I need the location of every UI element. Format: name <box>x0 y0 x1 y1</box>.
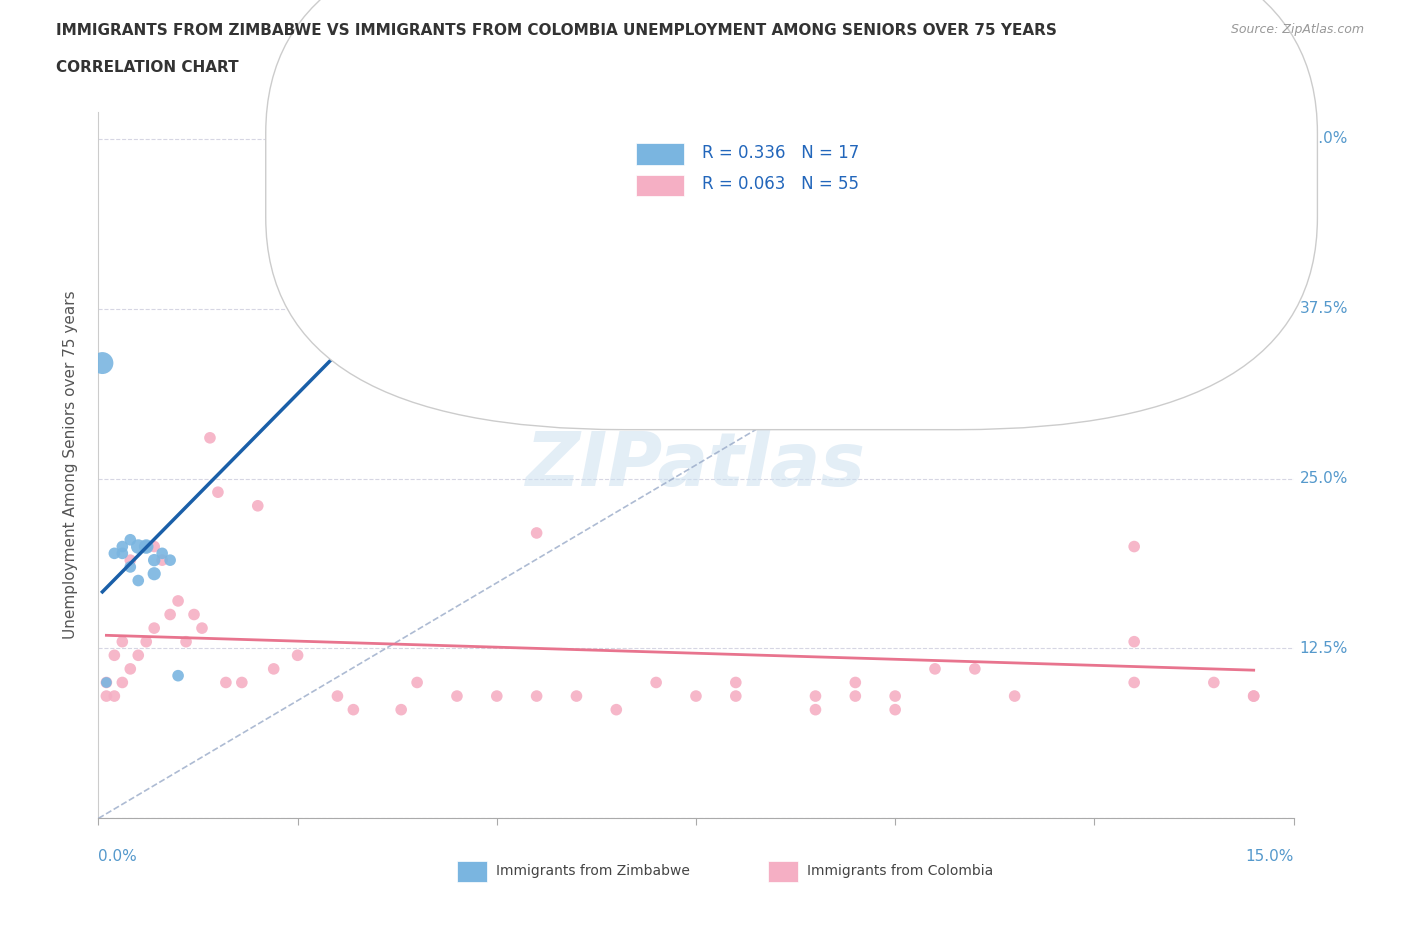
Text: 12.5%: 12.5% <box>1299 641 1348 656</box>
Point <box>1202 675 1225 690</box>
Point <box>406 675 429 690</box>
Text: ZIPatlas: ZIPatlas <box>526 429 866 501</box>
Point <box>103 688 125 703</box>
Point <box>844 688 866 703</box>
Point <box>159 607 181 622</box>
Text: 15.0%: 15.0% <box>1246 849 1294 864</box>
Text: Immigrants from Zimbabwe: Immigrants from Zimbabwe <box>496 864 690 879</box>
Text: Immigrants from Colombia: Immigrants from Colombia <box>807 864 994 879</box>
Point <box>215 675 238 690</box>
Text: Source: ZipAtlas.com: Source: ZipAtlas.com <box>1230 23 1364 36</box>
Point <box>605 702 627 717</box>
Point <box>446 688 468 703</box>
Point <box>246 498 269 513</box>
Point <box>96 688 118 703</box>
Bar <box>768 861 797 882</box>
Text: 25.0%: 25.0% <box>1299 472 1348 486</box>
Point <box>804 702 827 717</box>
Point <box>326 688 349 703</box>
Point <box>120 532 142 547</box>
Point <box>231 675 253 690</box>
Point <box>884 702 907 717</box>
FancyBboxPatch shape <box>266 0 1317 430</box>
Point <box>143 566 166 581</box>
Point <box>724 675 747 690</box>
Point <box>342 702 364 717</box>
Text: R = 0.063   N = 55: R = 0.063 N = 55 <box>702 176 859 193</box>
Point <box>120 661 142 676</box>
Point <box>565 688 588 703</box>
Bar <box>457 861 486 882</box>
Point <box>191 620 214 635</box>
Point <box>135 539 157 554</box>
Point <box>143 552 166 567</box>
Point <box>103 546 125 561</box>
Point <box>645 675 668 690</box>
Point <box>1243 688 1265 703</box>
Point <box>526 688 548 703</box>
Point <box>159 552 181 567</box>
Point <box>685 688 707 703</box>
Point <box>1043 322 1066 337</box>
Point <box>198 431 221 445</box>
Point <box>150 546 173 561</box>
Point <box>135 539 157 554</box>
Text: 37.5%: 37.5% <box>1299 301 1348 316</box>
Point <box>127 573 149 588</box>
Point <box>844 675 866 690</box>
Bar <box>637 143 685 165</box>
Point <box>1243 688 1265 703</box>
Point <box>389 702 412 717</box>
Point <box>804 688 827 703</box>
Point <box>1004 688 1026 703</box>
Point <box>263 661 285 676</box>
Point <box>1123 634 1146 649</box>
Point <box>207 485 229 499</box>
Point <box>111 675 134 690</box>
Bar <box>637 175 685 196</box>
Point <box>183 607 205 622</box>
Y-axis label: Unemployment Among Seniors over 75 years: Unemployment Among Seniors over 75 years <box>63 291 77 639</box>
Point <box>120 552 142 567</box>
Point <box>174 634 197 649</box>
Text: R = 0.336   N = 17: R = 0.336 N = 17 <box>702 143 859 162</box>
Point <box>127 648 149 663</box>
Point <box>96 675 118 690</box>
Point <box>111 634 134 649</box>
Point <box>167 593 190 608</box>
Point <box>1123 675 1146 690</box>
Point <box>150 552 173 567</box>
Point <box>111 539 134 554</box>
Text: 0.0%: 0.0% <box>98 849 138 864</box>
Point <box>526 525 548 540</box>
Point <box>143 539 166 554</box>
Point <box>287 648 309 663</box>
Point <box>167 669 190 684</box>
Point <box>103 648 125 663</box>
Point <box>924 661 946 676</box>
Text: IMMIGRANTS FROM ZIMBABWE VS IMMIGRANTS FROM COLOMBIA UNEMPLOYMENT AMONG SENIORS : IMMIGRANTS FROM ZIMBABWE VS IMMIGRANTS F… <box>56 23 1057 38</box>
Point <box>485 688 508 703</box>
Text: CORRELATION CHART: CORRELATION CHART <box>56 60 239 75</box>
Point <box>120 560 142 575</box>
Point <box>963 661 986 676</box>
Point <box>127 539 149 554</box>
Point <box>96 675 118 690</box>
Point <box>884 688 907 703</box>
Point <box>724 688 747 703</box>
Point <box>111 546 134 561</box>
Point <box>1123 539 1146 554</box>
Point <box>143 620 166 635</box>
Point <box>91 355 114 370</box>
Point <box>366 240 388 255</box>
Text: 50.0%: 50.0% <box>1299 131 1348 146</box>
Point <box>135 634 157 649</box>
